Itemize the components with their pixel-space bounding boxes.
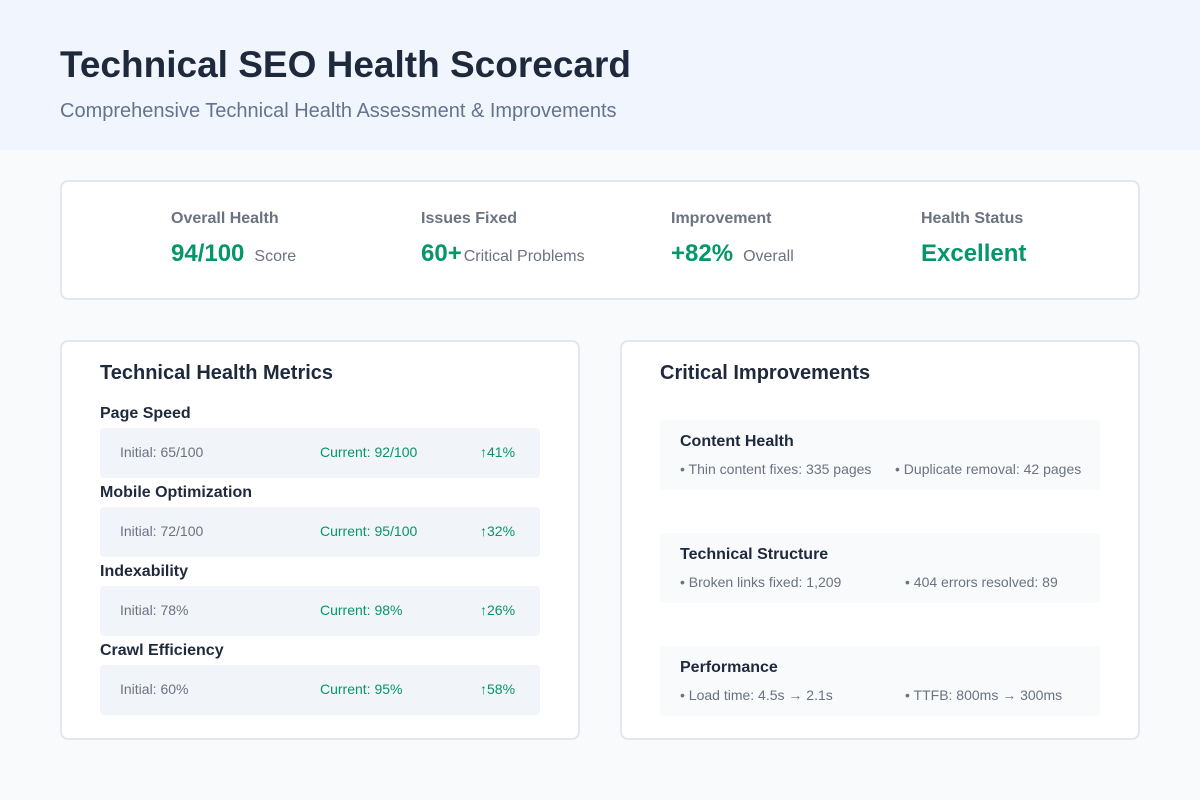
header: Technical SEO Health Scorecard Comprehen… — [0, 0, 1200, 150]
metric-current: Current: 95/100 — [320, 523, 418, 539]
metric-row: Initial: 78% Current: 98% ↑26% — [100, 586, 540, 636]
page-title: Technical SEO Health Scorecard — [60, 44, 631, 85]
stat-label: Overall Health — [171, 210, 279, 227]
metric-row: Initial: 65/100 Current: 92/100 ↑41% — [100, 428, 540, 478]
stat-value: 94/100 — [171, 240, 245, 267]
improvement-title: Performance — [680, 659, 778, 676]
stat-health-status: Health Status Excellent — [921, 210, 1026, 268]
stat-value: +82% — [671, 240, 734, 267]
stat-unit: Score — [254, 248, 297, 265]
stat-value: Excellent — [921, 240, 1027, 267]
metric-initial: Initial: 78% — [120, 602, 189, 618]
page-subtitle: Comprehensive Technical Health Assessmen… — [60, 100, 617, 122]
improvement-card: Performance • Load time: 4.5s → 2.1s • TT… — [660, 646, 1100, 716]
stat-label: Health Status — [921, 210, 1024, 227]
metric-name: Page Speed — [100, 405, 191, 422]
metric-initial: Initial: 65/100 — [120, 444, 204, 460]
stat-value: 60+ — [421, 240, 462, 267]
panel-title: Critical Improvements — [660, 362, 871, 384]
metric-change: ↑32% — [480, 523, 516, 539]
metric-name: Mobile Optimization — [100, 484, 252, 501]
stat-issues-fixed: Issues Fixed 60+ Critical Problems — [421, 210, 585, 268]
metric-name: Indexability — [100, 563, 189, 580]
metric-change: ↑26% — [480, 602, 516, 618]
improvement-card: Technical Structure • Broken links fixed… — [660, 533, 1100, 603]
metric-current: Current: 92/100 — [320, 444, 418, 460]
critical-improvements-panel: Critical Improvements Content Health • T… — [620, 340, 1140, 740]
metric-initial: Initial: 72/100 — [120, 523, 204, 539]
metric-row: Initial: 72/100 Current: 95/100 ↑32% — [100, 507, 540, 557]
metric-current: Current: 95% — [320, 681, 403, 697]
stat-unit: Critical Problems — [463, 248, 585, 265]
panel-title: Technical Health Metrics — [100, 362, 334, 384]
improvement-card: Content Health • Thin content fixes: 335… — [660, 420, 1100, 490]
metric-change: ↑41% — [480, 444, 516, 460]
metric-change: ↑58% — [480, 681, 516, 697]
improvement-point: • Load time: 4.5s → 2.1s — [680, 687, 833, 703]
metric-name: Crawl Efficiency — [100, 642, 224, 659]
technical-health-metrics-panel: Technical Health Metrics Page Speed Init… — [60, 340, 580, 740]
improvement-title: Content Health — [680, 433, 794, 450]
stat-overall-health: Overall Health 94/100 Score — [171, 210, 296, 268]
metric-current: Current: 98% — [320, 602, 403, 618]
metric-row: Initial: 60% Current: 95% ↑58% — [100, 665, 540, 715]
improvement-title: Technical Structure — [680, 546, 829, 563]
stat-label: Improvement — [671, 210, 772, 227]
improvement-point: • Broken links fixed: 1,209 — [680, 574, 842, 590]
stat-improvement: Improvement +82% Overall — [671, 210, 794, 268]
improvement-point: • Thin content fixes: 335 pages — [680, 461, 872, 477]
metric-initial: Initial: 60% — [120, 681, 189, 697]
improvement-point: • 404 errors resolved: 89 — [905, 574, 1058, 590]
improvement-point: • TTFB: 800ms → 300ms — [905, 687, 1063, 703]
summary-card: Overall Health 94/100 Score Issues Fixed … — [60, 180, 1140, 300]
stat-unit: Overall — [743, 248, 794, 265]
stat-label: Issues Fixed — [421, 210, 518, 227]
improvement-point: • Duplicate removal: 42 pages — [895, 461, 1082, 477]
